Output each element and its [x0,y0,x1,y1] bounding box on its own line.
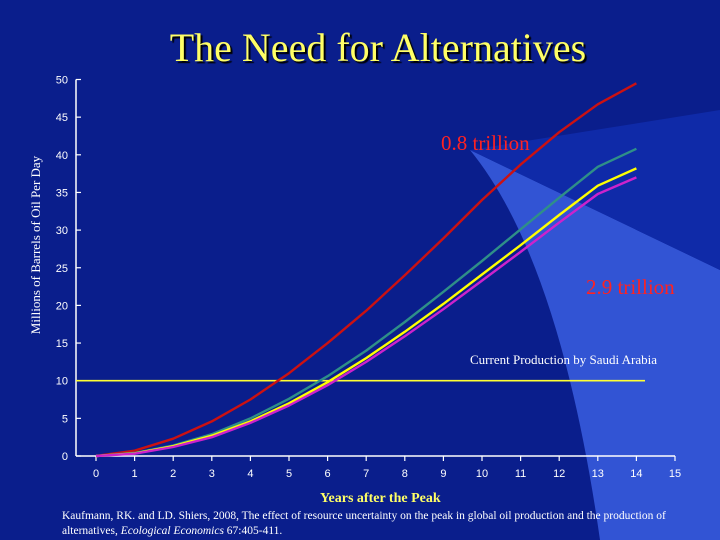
y-tick-label: 10 [56,376,68,388]
series-line-2 [95,147,637,458]
citation: Kaufmann, RK. and LD. Shiers, 2008, The … [62,509,702,539]
reference-line-label: Current Production by Saudi Arabia [470,352,658,367]
citation-text: Kaufmann, RK. and LD. Shiers, 2008, The … [62,510,666,537]
x-tick-label: 12 [553,468,565,480]
x-tick-label: 4 [247,468,253,480]
x-tick-label: 5 [286,468,292,480]
y-axis-label: Millions of Barrels of Oil Per Day [28,155,43,335]
y-tick-label: 35 [56,187,68,199]
annotation-2-9-trillion: 2.9 trillion [586,275,675,299]
x-tick-label: 6 [325,468,331,480]
series-line-4 [95,176,637,458]
x-tick-label: 3 [209,468,215,480]
y-tick-label: 15 [56,338,68,350]
citation-journal: Ecological Economics [120,525,224,537]
x-tick-label: 8 [402,468,408,480]
y-tick-label: 40 [56,150,68,162]
annotation-0-8-trillion: 0.8 trillion [441,131,530,155]
x-tick-label: 15 [669,468,681,480]
x-tick-label: 10 [476,468,488,480]
series-line-1 [95,82,637,458]
x-tick-label: 7 [363,468,369,480]
x-axis-label: Years after the Peak [320,491,441,506]
y-tick-label: 30 [56,225,68,237]
y-tick-label: 5 [62,413,68,425]
y-tick-label: 0 [62,451,68,463]
y-tick-label: 25 [56,263,68,275]
x-tick-label: 9 [440,468,446,480]
x-tick-label: 0 [93,468,99,480]
x-tick-label: 14 [630,468,642,480]
y-tick-label: 20 [56,300,68,312]
x-tick-label: 11 [515,468,526,480]
citation-tail: 67:405-411. [223,525,283,537]
y-tick-label: 50 [56,75,68,87]
slide-title: The Need for Alternatives [169,25,587,70]
x-tick-label: 13 [592,468,604,480]
y-tick-label: 45 [56,112,68,124]
x-tick-label: 2 [170,468,176,480]
x-tick-label: 1 [132,468,138,480]
